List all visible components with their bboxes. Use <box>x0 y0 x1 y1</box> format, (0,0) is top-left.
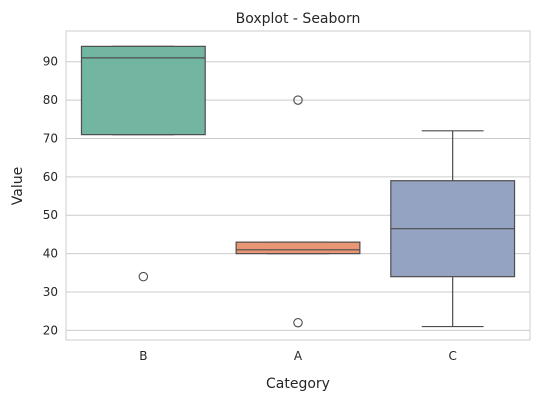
y-tick-label: 80 <box>43 93 58 107</box>
y-tick-label: 60 <box>43 170 58 184</box>
y-tick-label: 20 <box>43 323 58 337</box>
outlier-point <box>293 95 303 105</box>
box-layer <box>80 45 516 328</box>
outlier-point <box>293 317 303 328</box>
tick-layer: 20 30 40 50 60 70 80 90 B A C <box>43 55 457 363</box>
x-tick-label: B <box>139 349 147 363</box>
box-group-B <box>80 45 206 282</box>
box-A <box>235 241 361 255</box>
y-axis-label: Value <box>10 167 26 205</box>
x-tick-label: A <box>294 349 303 363</box>
box-group-C <box>390 130 516 328</box>
y-tick-label: 70 <box>43 131 58 145</box>
plot-frame <box>65 30 531 341</box>
x-tick-label: C <box>448 349 456 363</box>
y-tick-label: 30 <box>43 285 58 299</box>
y-tick-label: 40 <box>43 247 58 261</box>
y-tick-label: 90 <box>43 55 58 69</box>
y-tick-label: 50 <box>43 208 58 222</box>
box-group-A <box>235 95 361 328</box>
x-axis-label: Category <box>266 376 330 392</box>
box-B <box>80 45 206 136</box>
chart-title: Boxplot - Seaborn <box>236 11 361 27</box>
outlier-point <box>138 271 149 282</box>
